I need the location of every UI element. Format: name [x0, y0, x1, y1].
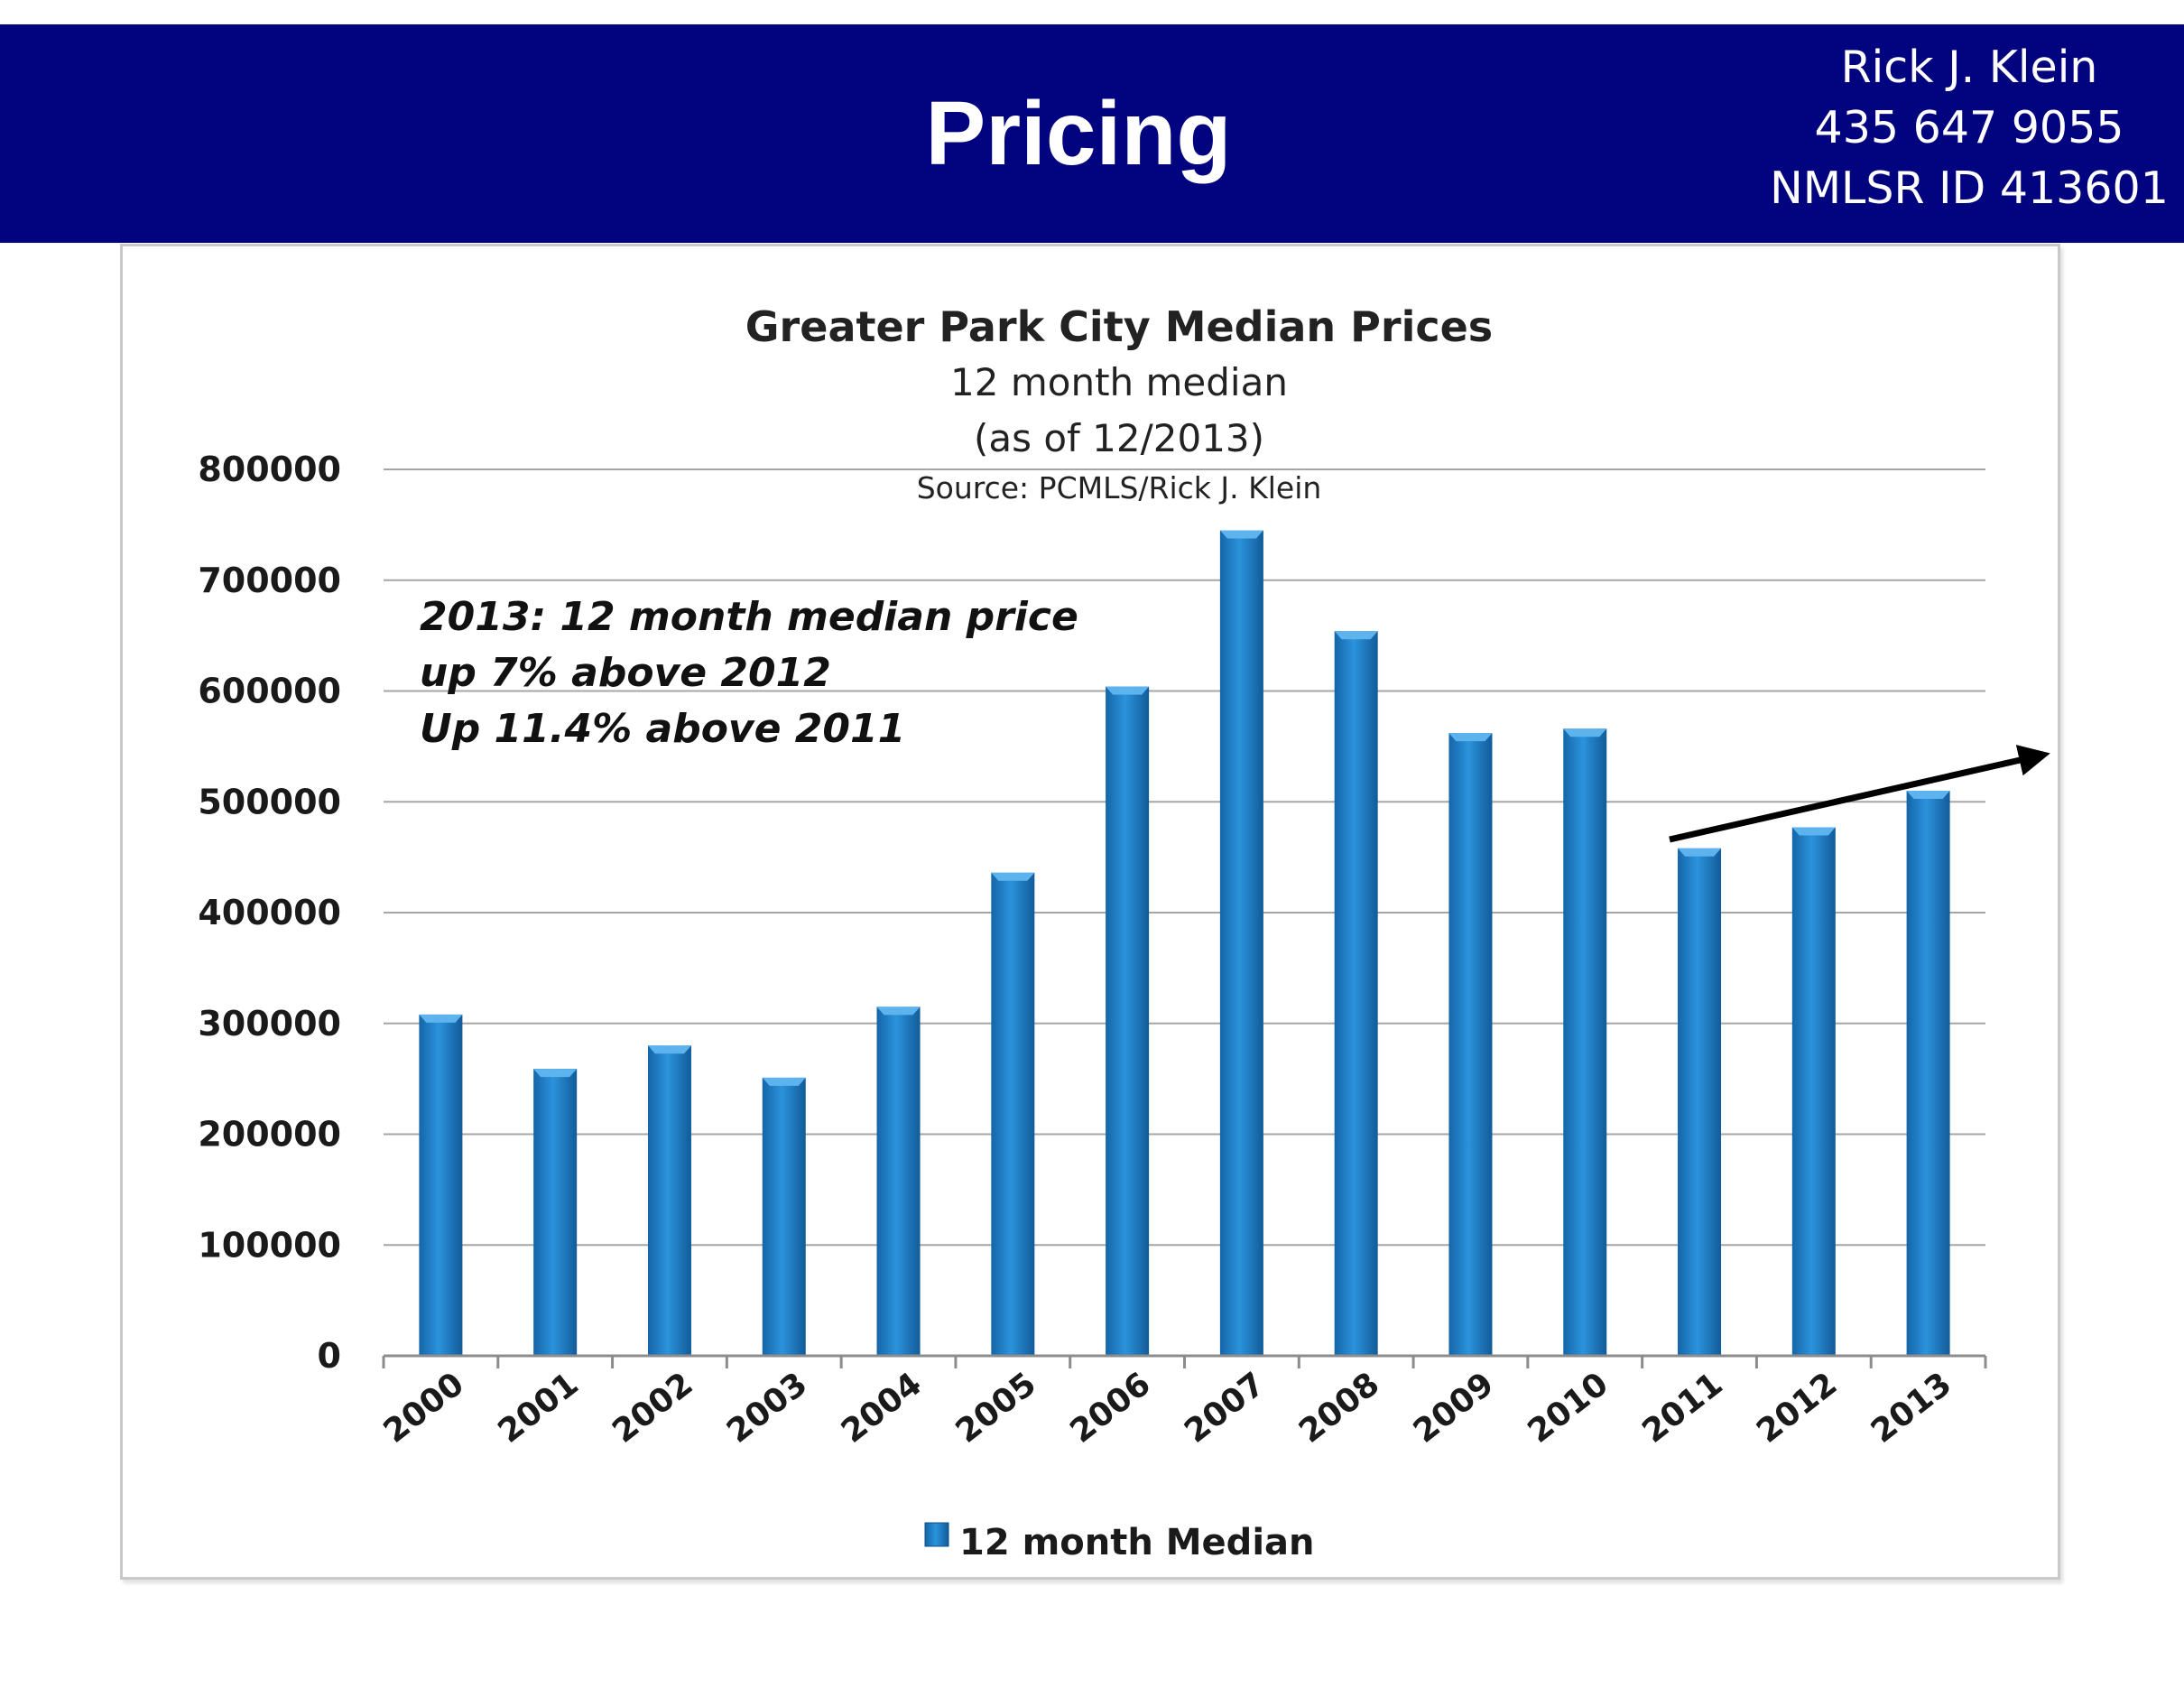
bar-2007: [1219, 530, 1263, 1356]
bar-2000: [419, 1014, 463, 1356]
y-tick-label: 600000: [198, 672, 341, 711]
y-tick-label: 400000: [198, 893, 341, 932]
bar-2006: [1106, 686, 1150, 1356]
bar-top-bevel: [1563, 728, 1607, 737]
y-tick-label: 0: [318, 1336, 341, 1376]
x-tick-label: 2012: [1750, 1366, 1844, 1451]
bar-2001: [533, 1069, 578, 1356]
bar-top-bevel: [419, 1014, 463, 1023]
x-tick-label: 2005: [949, 1366, 1043, 1451]
x-tick-label: 2011: [1635, 1366, 1729, 1451]
chart-subtitle-line-1: 12 month median: [950, 360, 1288, 404]
bar-2003: [762, 1077, 806, 1356]
bar-2002: [647, 1045, 691, 1356]
bar-2012: [1791, 827, 1836, 1356]
y-axis-tick-labels: 0 100000 200000 300000 400000 500000 600000 700…: [198, 450, 341, 1376]
x-tick-label: 2007: [1178, 1366, 1272, 1451]
legend-label: 12 month Median: [959, 1522, 1315, 1563]
bar-2009: [1448, 733, 1493, 1356]
chart-title: Greater Park City Median Prices: [745, 302, 1493, 351]
bar-2013: [1906, 790, 1950, 1356]
bar-2010: [1563, 728, 1607, 1356]
annotation-line-1: 2013: 12 month median price: [420, 594, 1078, 640]
x-tick-label: 2001: [492, 1366, 586, 1451]
annotation-text: 2013: 12 month median price up 7% above …: [420, 594, 1078, 752]
x-axis: [382, 1354, 1987, 1368]
x-tick-label: 2010: [1522, 1366, 1615, 1451]
bar-top-bevel: [1906, 790, 1950, 799]
bar-top-bevel: [1448, 733, 1493, 742]
chart-subtitle-line-2: (as of 12/2013): [974, 416, 1264, 460]
bar-top-bevel: [1334, 631, 1378, 640]
x-axis-tick-labels: 2000 2001 2002 2003 2004 2005 2006 2007 2008 2009…: [377, 1366, 1958, 1451]
slide-title: Pricing: [925, 83, 1232, 184]
bar-2005: [991, 872, 1035, 1356]
bar-top-bevel: [762, 1077, 806, 1086]
chart-source: Source: PCMLS/Rick J. Klein: [917, 470, 1322, 505]
contact-phone: 435 647 9055: [1814, 102, 2124, 153]
contact-nmlsr-id: NMLSR ID 413601: [1770, 162, 2169, 214]
annotation-line-2: up 7% above 2012: [420, 650, 831, 696]
bar-top-bevel: [1106, 686, 1150, 695]
y-tick-label: 500000: [198, 782, 341, 821]
x-tick-label: 2008: [1292, 1366, 1386, 1451]
bar-top-bevel: [1678, 848, 1722, 857]
x-tick-label: 2000: [377, 1366, 471, 1451]
contact-name: Rick J. Klein: [1840, 42, 2098, 93]
x-tick-label: 2002: [606, 1366, 699, 1451]
bar-2011: [1678, 848, 1722, 1356]
y-tick-label: 200000: [198, 1115, 341, 1155]
bar-top-bevel: [533, 1069, 578, 1078]
bar-top-bevel: [1219, 530, 1263, 539]
bar-top-bevel: [1791, 827, 1836, 836]
bar-2008: [1334, 631, 1378, 1356]
x-tick-label: 2006: [1063, 1366, 1157, 1451]
slide-header: Pricing Rick J. Klein 435 647 9055 NMLSR…: [0, 24, 2184, 243]
y-tick-label: 300000: [198, 1004, 341, 1043]
y-tick-label: 700000: [198, 561, 341, 600]
x-tick-label: 2003: [720, 1366, 814, 1451]
bar-2004: [876, 1006, 921, 1356]
trend-arrow: [1669, 745, 2050, 843]
bar-top-bevel: [647, 1045, 691, 1054]
x-tick-label: 2009: [1407, 1366, 1501, 1451]
bar-top-bevel: [991, 872, 1035, 881]
gridlines: [384, 468, 1985, 1247]
legend: 12 month Median: [924, 1522, 1315, 1563]
y-tick-label: 100000: [198, 1225, 341, 1265]
y-tick-label: 800000: [198, 450, 341, 489]
bars: [419, 530, 1950, 1356]
contact-info: Rick J. Klein 435 647 9055 NMLSR ID 4136…: [1762, 37, 2177, 218]
legend-swatch: [924, 1522, 949, 1547]
bar-top-bevel: [876, 1006, 921, 1016]
x-tick-label: 2004: [835, 1366, 929, 1451]
annotation-line-3: Up 11.4% above 2011: [420, 706, 905, 752]
x-tick-label: 2013: [1865, 1366, 1958, 1451]
